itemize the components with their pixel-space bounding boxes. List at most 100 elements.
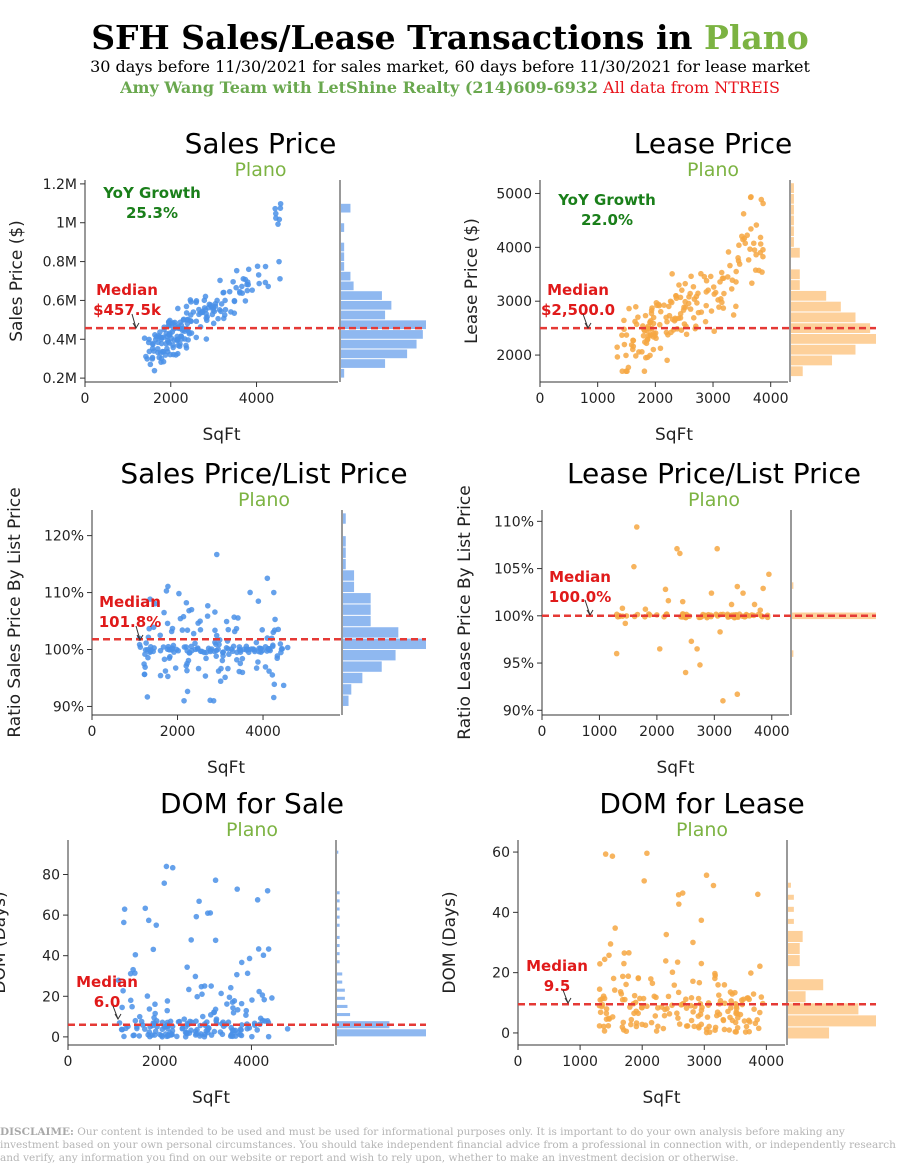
data-point — [679, 1001, 686, 1008]
data-point — [234, 971, 240, 978]
data-point — [183, 303, 190, 310]
data-point — [621, 960, 627, 967]
data-point — [230, 1005, 236, 1011]
data-point — [675, 989, 682, 996]
histogram-bar — [343, 593, 371, 604]
histogram-bar — [337, 907, 340, 911]
data-point — [233, 625, 240, 632]
data-point — [230, 643, 237, 650]
data-point — [632, 318, 638, 325]
histogram-bar — [337, 899, 340, 903]
data-point — [224, 1001, 230, 1007]
data-point — [220, 315, 227, 322]
data-point — [213, 632, 220, 639]
data-point — [603, 1006, 610, 1012]
data-point — [142, 905, 149, 912]
data-point — [691, 1023, 698, 1030]
data-point — [653, 335, 659, 342]
x-tick-label: 4000 — [749, 1054, 785, 1070]
histogram-bar — [343, 536, 346, 547]
histogram-bar — [337, 996, 345, 1000]
data-point — [272, 210, 279, 217]
data-point — [640, 995, 647, 1002]
data-point — [230, 278, 236, 285]
data-point — [668, 299, 675, 306]
data-point — [760, 585, 766, 592]
data-point — [205, 645, 212, 652]
data-point — [239, 283, 245, 290]
data-point — [683, 996, 689, 1003]
histogram-bar — [343, 615, 371, 627]
data-point — [150, 340, 156, 347]
data-point — [236, 288, 243, 295]
data-point — [274, 653, 281, 659]
data-point — [632, 353, 639, 359]
data-point — [697, 662, 703, 668]
data-point — [269, 672, 276, 678]
data-point — [212, 877, 219, 884]
median-arrowhead — [132, 322, 140, 329]
data-point — [740, 590, 746, 596]
data-point — [215, 315, 221, 322]
data-point — [733, 1009, 740, 1015]
data-point — [165, 583, 171, 590]
data-point — [728, 286, 735, 292]
data-point — [169, 864, 176, 871]
data-point — [260, 952, 267, 959]
data-point — [195, 665, 202, 672]
data-point — [665, 332, 671, 338]
data-point — [265, 1033, 272, 1040]
data-point — [141, 661, 147, 667]
data-point — [188, 937, 194, 943]
data-point — [184, 647, 191, 654]
histogram-bar — [337, 960, 340, 964]
data-point — [231, 298, 238, 305]
data-point — [682, 298, 688, 305]
data-point — [610, 975, 617, 982]
chart-title: Sales Price — [185, 127, 337, 160]
chart-subtitle: Plano — [234, 159, 286, 181]
data-point — [703, 277, 710, 284]
data-point — [758, 994, 765, 1000]
data-point — [717, 629, 723, 635]
data-point — [683, 331, 690, 338]
data-point — [740, 996, 747, 1003]
data-point — [270, 694, 277, 701]
data-point — [201, 649, 207, 656]
data-point — [192, 973, 199, 980]
data-point — [155, 332, 162, 339]
y-axis-label: DOM (Days) — [0, 891, 10, 993]
y-tick-label: 0.2M — [43, 371, 77, 387]
data-point — [718, 269, 725, 276]
data-point — [188, 606, 195, 613]
data-point — [733, 303, 739, 310]
chart-title: DOM for Sale — [160, 787, 344, 820]
data-point — [717, 997, 724, 1004]
y-tick-label: 3000 — [496, 294, 532, 310]
data-point — [184, 660, 190, 667]
data-point — [728, 601, 735, 608]
data-point — [611, 987, 618, 993]
data-point — [199, 991, 205, 997]
data-point — [733, 1029, 740, 1035]
y-tick-label: 100% — [44, 643, 84, 659]
data-point — [755, 1025, 762, 1032]
data-point — [751, 247, 758, 253]
y-tick-label: 90% — [53, 699, 84, 715]
yoy-growth-label: YoY Growth 22.0% — [557, 191, 656, 229]
data-point — [264, 575, 271, 582]
data-point — [264, 887, 271, 894]
data-point — [715, 982, 721, 988]
data-point — [621, 317, 627, 324]
data-point — [262, 263, 269, 270]
data-point — [187, 317, 194, 324]
data-point — [175, 305, 181, 312]
page-title: SFH Sales/Lease Transactions in Plano — [0, 18, 900, 58]
data-point — [757, 234, 764, 241]
y-tick-label: 1.2M — [43, 177, 77, 193]
median-label: Median 100.0% — [549, 568, 611, 606]
data-point — [207, 697, 213, 704]
histogram-bar — [788, 1015, 876, 1027]
